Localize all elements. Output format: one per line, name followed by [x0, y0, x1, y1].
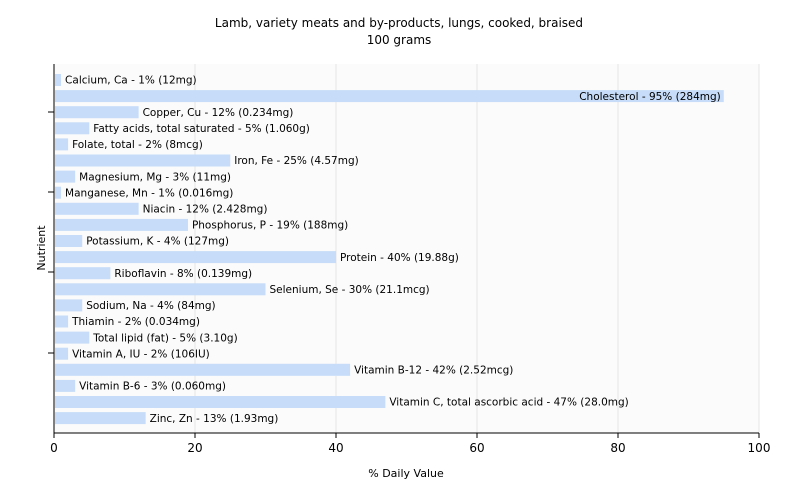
bar-label: Iron, Fe - 25% (4.57mg) [234, 155, 358, 167]
bar-label: Folate, total - 2% (8mcg) [72, 139, 203, 151]
bar-label: Manganese, Mn - 1% (0.016mg) [65, 187, 233, 199]
bar-label: Cholesterol - 95% (284mg) [579, 91, 721, 103]
bar-label: Vitamin B-6 - 3% (0.060mg) [79, 381, 226, 393]
bar-label: Potassium, K - 4% (127mg) [86, 236, 229, 248]
plot-area [54, 64, 759, 433]
bar [55, 347, 69, 360]
bar-label: Zinc, Zn - 13% (1.93mg) [150, 413, 279, 425]
x-tick-label: 0 [50, 441, 58, 455]
bar-label: Total lipid (fat) - 5% (3.10g) [92, 332, 237, 344]
bar [55, 122, 90, 135]
bar [55, 186, 62, 199]
x-tick-label: 60 [469, 441, 484, 455]
bar-label: Fatty acids, total saturated - 5% (1.060… [93, 123, 310, 135]
x-tick-label: 40 [328, 441, 343, 455]
bar [55, 90, 724, 103]
x-axis-ticks: 0 20 40 60 80 100 [50, 433, 770, 455]
bar [55, 218, 188, 231]
x-tick-label: 20 [187, 441, 202, 455]
bar-label: Vitamin A, IU - 2% (106IU) [72, 348, 210, 360]
bar [55, 396, 386, 408]
bar-label: Calcium, Ca - 1% (12mg) [65, 75, 197, 87]
bar-label: Copper, Cu - 12% (0.234mg) [143, 107, 294, 119]
bar-label: Protein - 40% (19.88g) [340, 252, 459, 264]
bar [55, 379, 76, 392]
bars [55, 74, 724, 425]
bar-label: Niacin - 12% (2.428mg) [143, 204, 268, 216]
bar [55, 138, 69, 151]
bar [55, 74, 62, 86]
bar [55, 267, 111, 280]
x-axis-title: % Daily Value [368, 467, 444, 480]
bar [55, 106, 139, 119]
bar [55, 251, 336, 264]
bar [55, 283, 266, 296]
bar [55, 235, 83, 247]
bar-label: Thiamin - 2% (0.034mg) [71, 316, 200, 328]
y-axis-ticks [48, 111, 54, 354]
bar-label: Vitamin B-12 - 42% (2.52mcg) [354, 365, 513, 377]
bar [55, 299, 83, 312]
bar-labels: Calcium, Ca - 1% (12mg) Cholesterol - 95%… [65, 75, 721, 425]
bar-label: Sodium, Na - 4% (84mg) [86, 300, 215, 312]
bar [55, 202, 139, 215]
y-axis-title: Nutrient [35, 225, 48, 271]
bar-label: Phosphorus, P - 19% (188mg) [192, 220, 348, 232]
chart-subtitle: 100 grams [367, 33, 432, 47]
bar-label: Riboflavin - 8% (0.139mg) [114, 268, 252, 280]
bar [55, 170, 76, 183]
x-tick-label: 100 [748, 441, 771, 455]
bar [55, 331, 90, 344]
bar [55, 363, 351, 376]
x-tick-label: 80 [610, 441, 625, 455]
bar-label: Vitamin C, total ascorbic acid - 47% (28… [389, 397, 628, 409]
bar-label: Magnesium, Mg - 3% (11mg) [79, 171, 231, 183]
bar [55, 154, 231, 167]
bar [55, 315, 69, 328]
bar [55, 412, 146, 425]
bar-label: Selenium, Se - 30% (21.1mcg) [270, 284, 430, 296]
chart-title: Lamb, variety meats and by-products, lun… [215, 16, 583, 30]
